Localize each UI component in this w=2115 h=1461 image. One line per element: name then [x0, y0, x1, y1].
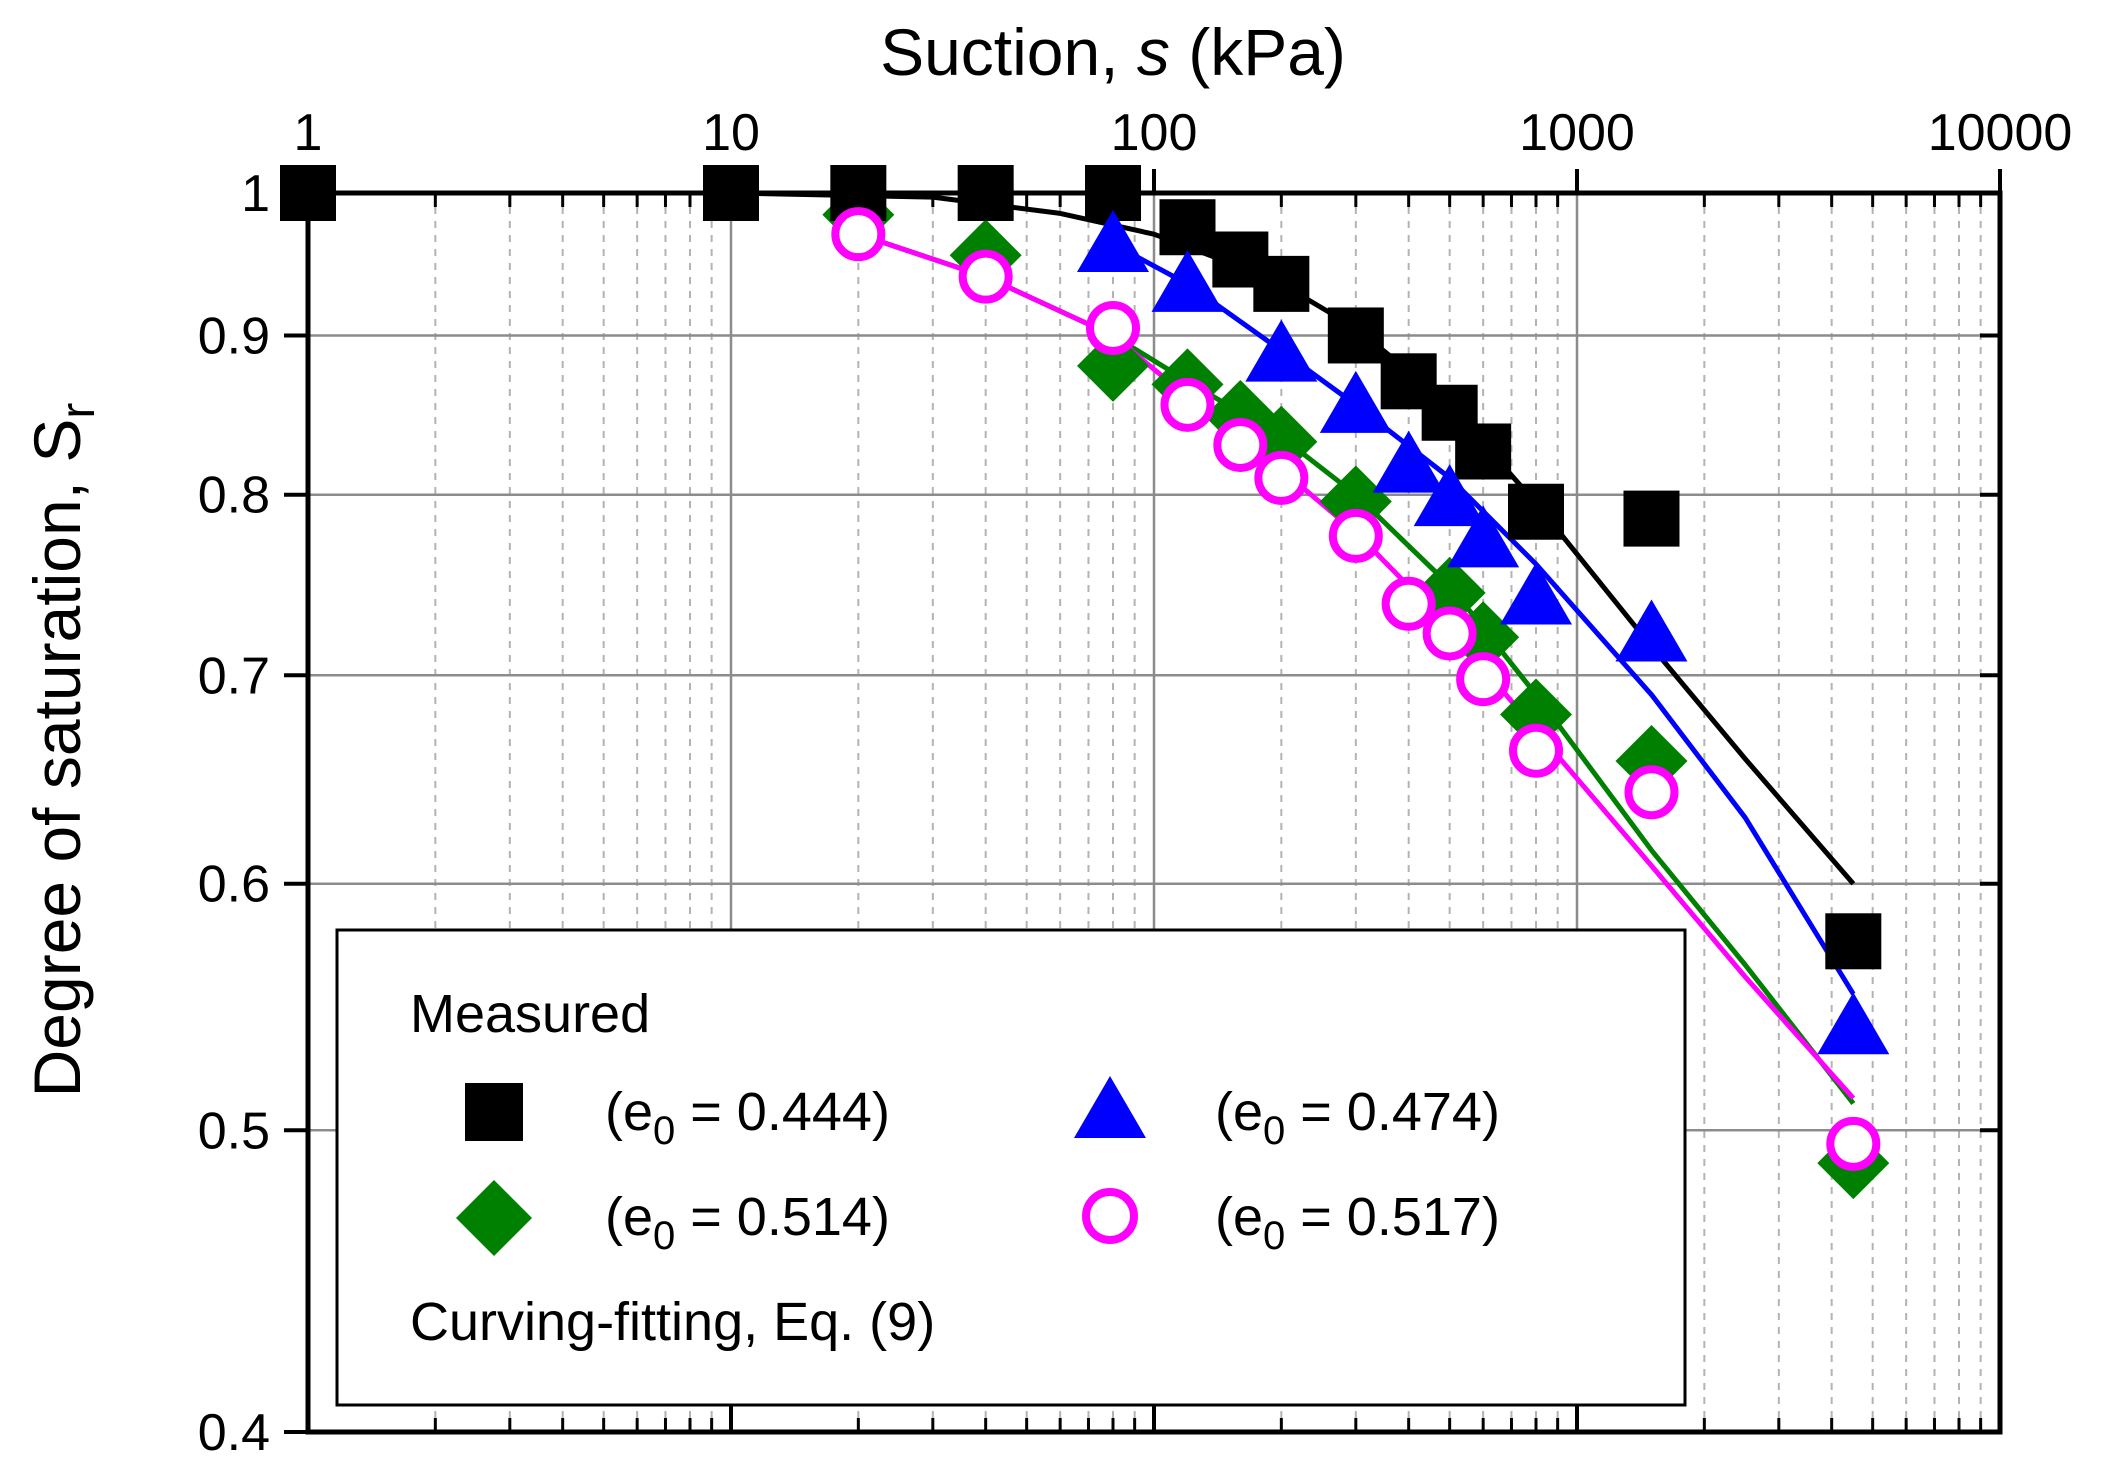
- circle-marker: [1456, 652, 1511, 707]
- triangle-marker: [1245, 319, 1318, 382]
- triangle-marker: [1372, 430, 1445, 493]
- legend-fit-label: Curving-fitting, Eq. (9): [410, 1292, 935, 1352]
- legend-box: [335, 928, 1687, 1407]
- y-tick-label: 0.6: [198, 856, 270, 914]
- circle-marker: [1422, 606, 1477, 661]
- circle-marker: [1086, 300, 1141, 355]
- circle-marker: [1381, 576, 1436, 631]
- circle-marker: [958, 249, 1013, 304]
- triangle-marker: [1447, 505, 1520, 568]
- y-tick-label: 1: [241, 165, 270, 223]
- triangle-marker: [1615, 599, 1688, 662]
- circle-marker: [1328, 508, 1383, 563]
- legend-label-e0-0444: (e0 = 0.444): [605, 1082, 890, 1153]
- legend-label-e0-0474: (e0 = 0.474): [1215, 1082, 1500, 1153]
- legend-marker-diamond: [456, 1180, 532, 1256]
- legend-marker-triangle: [1074, 1076, 1146, 1138]
- square-marker: [1159, 199, 1216, 256]
- legend-label-e0-0517: (e0 = 0.517): [1215, 1187, 1500, 1258]
- x-tick-label: 1: [294, 104, 323, 162]
- triangle-marker: [1319, 370, 1392, 433]
- x-tick-label: 1000: [1519, 104, 1635, 162]
- x-tick-label: 10: [702, 104, 760, 162]
- circle-marker: [831, 207, 886, 262]
- legend-heading: Measured: [410, 984, 650, 1044]
- triangle-marker: [1151, 249, 1224, 312]
- triangle-marker: [1500, 562, 1573, 625]
- circle-marker: [1160, 377, 1215, 432]
- y-tick-label: 0.9: [198, 307, 270, 365]
- circle-marker: [1624, 765, 1679, 820]
- diamond-marker: [1319, 465, 1392, 538]
- y-tick-label: 0.8: [198, 467, 270, 525]
- x-axis-title: Suction, s (kPa): [880, 15, 1346, 89]
- square-marker: [1253, 255, 1310, 312]
- x-tick-label: 100: [1111, 104, 1198, 162]
- y-axis-title: Degree of saturation, Sr: [20, 403, 105, 1098]
- legend-marker-circle: [1082, 1188, 1138, 1244]
- circle-marker: [1826, 1116, 1881, 1171]
- triangle-marker: [1413, 464, 1486, 527]
- legend-label-e0-0514: (e0 = 0.514): [605, 1187, 890, 1258]
- y-tick-label: 0.4: [198, 1404, 270, 1461]
- square-marker: [1623, 490, 1680, 547]
- square-marker: [1327, 307, 1384, 364]
- triangle-marker: [1077, 209, 1150, 272]
- legend-marker-square: [465, 1083, 523, 1141]
- circle-marker: [1509, 723, 1564, 778]
- square-marker: [1455, 423, 1512, 480]
- data-markers: [280, 165, 1890, 1200]
- square-marker: [1508, 483, 1565, 540]
- legend: Measured (e0 = 0.444) (e0 = 0.474) (e0 =…: [335, 928, 1687, 1407]
- square-marker: [1825, 913, 1882, 970]
- y-tick-label: 0.7: [198, 647, 270, 705]
- circle-marker: [1254, 450, 1309, 505]
- x-tick-label: 10000: [1928, 104, 2073, 162]
- triangle-marker: [1817, 992, 1890, 1055]
- circle-marker: [1213, 417, 1268, 472]
- axis-ticks: 1 10 100 1000 10000 0.4 0.5 0.6 0.7 0.8 0.9 1: [198, 104, 2073, 1461]
- y-tick-label: 0.5: [198, 1102, 270, 1160]
